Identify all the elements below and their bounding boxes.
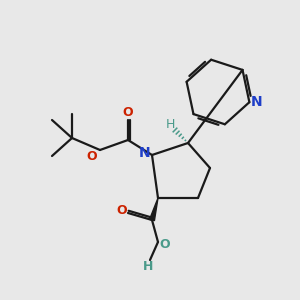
Text: O: O bbox=[117, 203, 127, 217]
Polygon shape bbox=[150, 198, 158, 221]
Text: H: H bbox=[165, 118, 175, 131]
Text: H: H bbox=[143, 260, 153, 274]
Text: N: N bbox=[250, 95, 262, 109]
Text: O: O bbox=[123, 106, 133, 119]
Text: O: O bbox=[160, 238, 170, 251]
Text: O: O bbox=[87, 149, 97, 163]
Text: N: N bbox=[139, 146, 151, 160]
